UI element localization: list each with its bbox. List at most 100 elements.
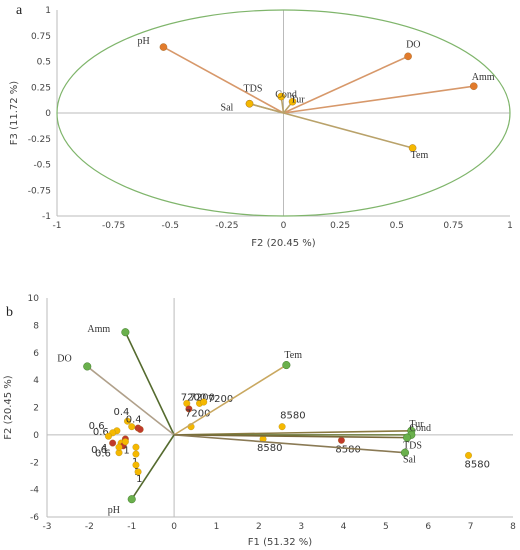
- panel-a-point-tur: [288, 97, 297, 106]
- panel-a: -1 -0.75 -0.5 -0.25 0 0.25 0.5 0.75 1 -1 -0.75 -0.5…: [9, 3, 513, 249]
- panel-b-observation-label: 8580: [465, 459, 490, 470]
- panel-b-observation-point: [132, 443, 140, 451]
- panel-a-y-tick: 0.25: [31, 83, 51, 93]
- panel-a-y-tick: 0.5: [37, 58, 51, 68]
- panel-b-observation-label: 4: [101, 443, 107, 454]
- panel-b-observation-label: 0.6: [89, 421, 105, 432]
- panel-b-observation-label: 0.6: [95, 449, 111, 460]
- panel-a-y-tick: 0: [45, 109, 51, 119]
- panel-b-x-tick: 5: [383, 522, 389, 532]
- panel-b-observation-point: [132, 461, 140, 469]
- panel-a-y-title: F3 (11.72 %): [9, 81, 20, 146]
- panel-b-observation-label: 7200: [208, 394, 233, 405]
- panel-b-letter: b: [6, 305, 13, 320]
- panel-b-y-tick: -6: [30, 513, 39, 523]
- panel-b-observation-label: 7200: [190, 392, 215, 403]
- panel-b-observation-point: [200, 398, 208, 406]
- panel-b-variable-point-sal: [400, 448, 410, 457]
- panel-b-observation-label: 8580: [335, 444, 360, 455]
- panel-b-observation-point: [115, 443, 123, 451]
- panel-b-observation-point: [465, 451, 472, 459]
- panel-a-x-tick: 1: [507, 221, 513, 231]
- panel-b-vector-amm: [124, 331, 175, 436]
- panel-b-label-ph: pH: [108, 505, 120, 516]
- panel-b-observation-label: 1: [123, 446, 129, 457]
- panel-b-observation-point: [278, 423, 286, 431]
- panel-b-y-tick: 8: [33, 321, 39, 331]
- panel-b-observation-label: 0.4: [126, 415, 142, 426]
- panel-b-x-tick: 7: [468, 522, 474, 532]
- panel-a-x-tick: 0.75: [443, 221, 463, 231]
- panel-a-letter: a: [16, 3, 23, 18]
- panel-b-x-tick: 0: [171, 522, 177, 532]
- panel-b-x-title: F1 (51.32 %): [248, 537, 313, 548]
- panel-a-x-tick: 0.25: [330, 221, 350, 231]
- panel-a-label-amm: Amm: [472, 72, 495, 83]
- panel-b-x-tick: 2: [256, 522, 262, 532]
- panel-b-y-tick: 0: [33, 431, 39, 441]
- panel-a-point-tem: [408, 144, 417, 152]
- panel-b: -3 -2 -1 0 1 2 3 4 5 6 7 8 -6 -4 -2 0 2 4 6 8 10 F1 (51.32 %)…: [3, 294, 516, 548]
- panel-a-label-tds: TDS: [244, 84, 263, 95]
- panel-b-observation-point: [185, 405, 193, 413]
- panel-a-x-tick: -1: [53, 221, 62, 231]
- panel-a-vector-do: [283, 55, 409, 114]
- panel-b-x-tick: -2: [85, 522, 94, 532]
- panel-b-observation-point: [132, 450, 140, 458]
- panel-a-label-tur: Tur: [291, 95, 306, 106]
- panel-b-vector-sal: [174, 434, 406, 454]
- panel-b-label-tur: Tur: [409, 419, 424, 430]
- panel-a-vector-ph: [163, 46, 284, 114]
- panel-b-variable-point-tem: [282, 361, 291, 370]
- panel-a-label-ph: pH: [137, 36, 149, 47]
- panel-b-y-tick: 2: [33, 404, 39, 414]
- panel-a-label-cond: Cond: [275, 90, 297, 101]
- panel-a-vector-tem: [283, 112, 413, 149]
- panel-b-label-tem: Tem: [284, 350, 302, 361]
- panel-b-observation-point: [104, 432, 112, 440]
- panel-b-vector-ph: [131, 434, 175, 500]
- panel-b-label-amm: Amm: [87, 324, 110, 335]
- panel-a-y-tick: -1: [42, 212, 51, 222]
- panel-a-label-sal: Sal: [221, 103, 234, 114]
- panel-b-y-title: F2 (20.45 %): [3, 375, 14, 440]
- panel-b-observation-point: [121, 438, 129, 446]
- panel-a-point-amm: [469, 82, 478, 91]
- panel-a-y-tick: -0.5: [33, 161, 51, 171]
- panel-b-label-tds: TDS: [403, 441, 422, 452]
- panel-a-label-tem: Tem: [411, 150, 429, 161]
- panel-b-observation-point: [109, 439, 117, 447]
- panel-b-label-cond: Cond: [409, 423, 431, 434]
- panel-b-observation-label: 1: [136, 474, 142, 485]
- panel-b-label-sal: Sal: [403, 455, 416, 466]
- panel-b-observation-label: 0.6: [93, 427, 109, 438]
- panel-a-x-tick: 0: [281, 221, 287, 231]
- panel-a-y-tick: -0.75: [28, 186, 51, 196]
- panel-b-observation-label: 8580: [257, 443, 282, 454]
- panel-b-variable-point-amm: [121, 328, 130, 337]
- panel-a-point-do: [404, 52, 412, 61]
- panel-b-y-tick: 10: [28, 294, 40, 304]
- panel-b-x-tick: 8: [510, 522, 516, 532]
- panel-b-x-tick: 1: [214, 522, 220, 532]
- panel-a-x-title: F2 (20.45 %): [251, 238, 316, 249]
- panel-b-observation-label: 7200: [181, 392, 206, 403]
- panel-b-observation-point: [337, 436, 345, 444]
- panel-b-observation-point: [136, 425, 144, 433]
- panel-a-x-tick: -0.75: [102, 221, 125, 231]
- panel-b-y-tick: -4: [30, 486, 39, 496]
- panel-b-observation-point: [124, 417, 131, 425]
- panel-a-x-tick: 0.5: [390, 221, 404, 231]
- panel-b-vector-tem: [173, 364, 287, 436]
- panel-b-vector-do: [86, 365, 175, 436]
- panel-a-point-ph: [159, 43, 168, 51]
- panel-b-observation-label: 0.6: [91, 445, 107, 456]
- panel-b-observation-label: 0.4: [113, 407, 129, 418]
- panel-b-observation-point: [134, 468, 142, 476]
- panel-b-x-tick: 3: [298, 522, 304, 532]
- panel-b-y-tick: -2: [30, 458, 39, 468]
- panel-b-x-tick: -1: [127, 522, 136, 532]
- panel-b-label-do: DO: [57, 353, 71, 364]
- panel-b-observation-label: 7200: [185, 409, 210, 420]
- panel-a-y-tick: 1: [45, 6, 51, 16]
